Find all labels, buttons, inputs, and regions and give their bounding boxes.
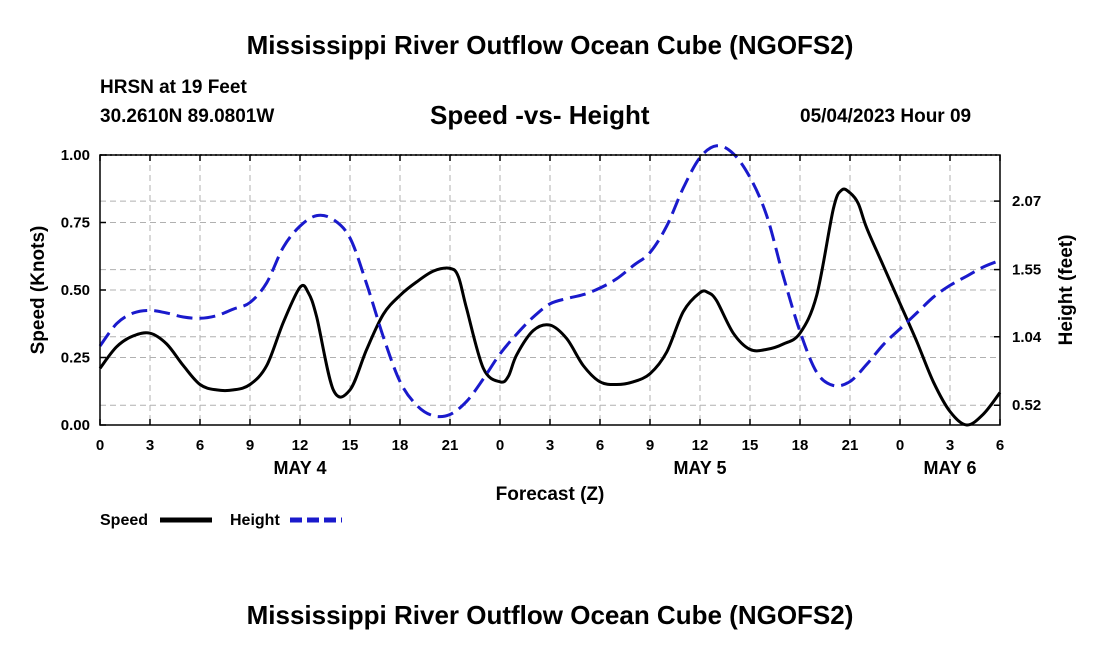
x-tick-label: 18 bbox=[792, 437, 809, 454]
day-label: MAY 6 bbox=[923, 458, 976, 478]
label-layer: Forecast (Z) Speed (Knots) Height (feet) bbox=[28, 226, 1077, 505]
station-label: HRSN at 19 Feet bbox=[100, 77, 247, 98]
grid-layer bbox=[100, 155, 1000, 425]
x-tick-label: 18 bbox=[392, 437, 409, 454]
legend-label-height: Height bbox=[230, 512, 280, 529]
y2-axis-label: Height (feet) bbox=[1056, 235, 1077, 346]
series-line-height bbox=[98, 144, 1001, 419]
y-tick-label: 0.25 bbox=[61, 350, 90, 367]
x-tick-label: 15 bbox=[742, 437, 759, 454]
x-tick-label: 6 bbox=[196, 437, 204, 454]
y-tick-label: 1.00 bbox=[61, 147, 90, 164]
day-label: MAY 5 bbox=[673, 458, 726, 478]
y2-tick-label: 0.52 bbox=[1012, 397, 1041, 414]
series-line-speed bbox=[98, 187, 1002, 427]
forecast-date: 05/04/2023 Hour 09 bbox=[800, 106, 972, 127]
station-coordinates: 30.2610N 89.0801W bbox=[100, 106, 275, 127]
day-label: MAY 4 bbox=[273, 458, 326, 478]
y-tick-label: 0.00 bbox=[61, 417, 90, 434]
x-tick-label: 3 bbox=[146, 437, 154, 454]
x-tick-label: 21 bbox=[842, 437, 859, 454]
x-axis-label: Forecast (Z) bbox=[496, 484, 605, 505]
footer-title: Mississippi River Outflow Ocean Cube (NG… bbox=[246, 600, 854, 630]
x-tick-label: 12 bbox=[692, 437, 709, 454]
x-tick-label: 3 bbox=[546, 437, 554, 454]
legend: Speed Height bbox=[100, 512, 342, 529]
axis-layer: 0 3 6 9 12 15 18 21 0 3 6 9 12 15 18 21 0 3 6 0.00 0.25 0.50 0… bbox=[61, 147, 1042, 478]
x-tick-label: 9 bbox=[646, 437, 654, 454]
y2-tick-label: 1.04 bbox=[1012, 329, 1042, 346]
x-tick-label: 9 bbox=[246, 437, 254, 454]
y2-tick-label: 1.55 bbox=[1012, 262, 1041, 279]
legend-label-speed: Speed bbox=[100, 512, 148, 529]
x-tick-label: 6 bbox=[996, 437, 1004, 454]
series-layer bbox=[98, 144, 1002, 427]
y2-tick-label: 2.07 bbox=[1012, 193, 1041, 210]
y-axis-label: Speed (Knots) bbox=[28, 226, 49, 355]
x-tick-label: 0 bbox=[96, 437, 104, 454]
x-tick-label: 0 bbox=[896, 437, 904, 454]
x-tick-label: 3 bbox=[946, 437, 954, 454]
x-tick-label: 0 bbox=[496, 437, 504, 454]
y-tick-label: 0.50 bbox=[61, 282, 90, 299]
x-tick-label: 12 bbox=[292, 437, 309, 454]
x-tick-label: 6 bbox=[596, 437, 604, 454]
x-tick-label: 15 bbox=[342, 437, 359, 454]
chart-title: Mississippi River Outflow Ocean Cube (NG… bbox=[246, 30, 854, 60]
x-tick-label: 21 bbox=[442, 437, 459, 454]
chart-subtitle: Speed -vs- Height bbox=[430, 100, 650, 130]
y-tick-label: 0.75 bbox=[61, 215, 90, 232]
